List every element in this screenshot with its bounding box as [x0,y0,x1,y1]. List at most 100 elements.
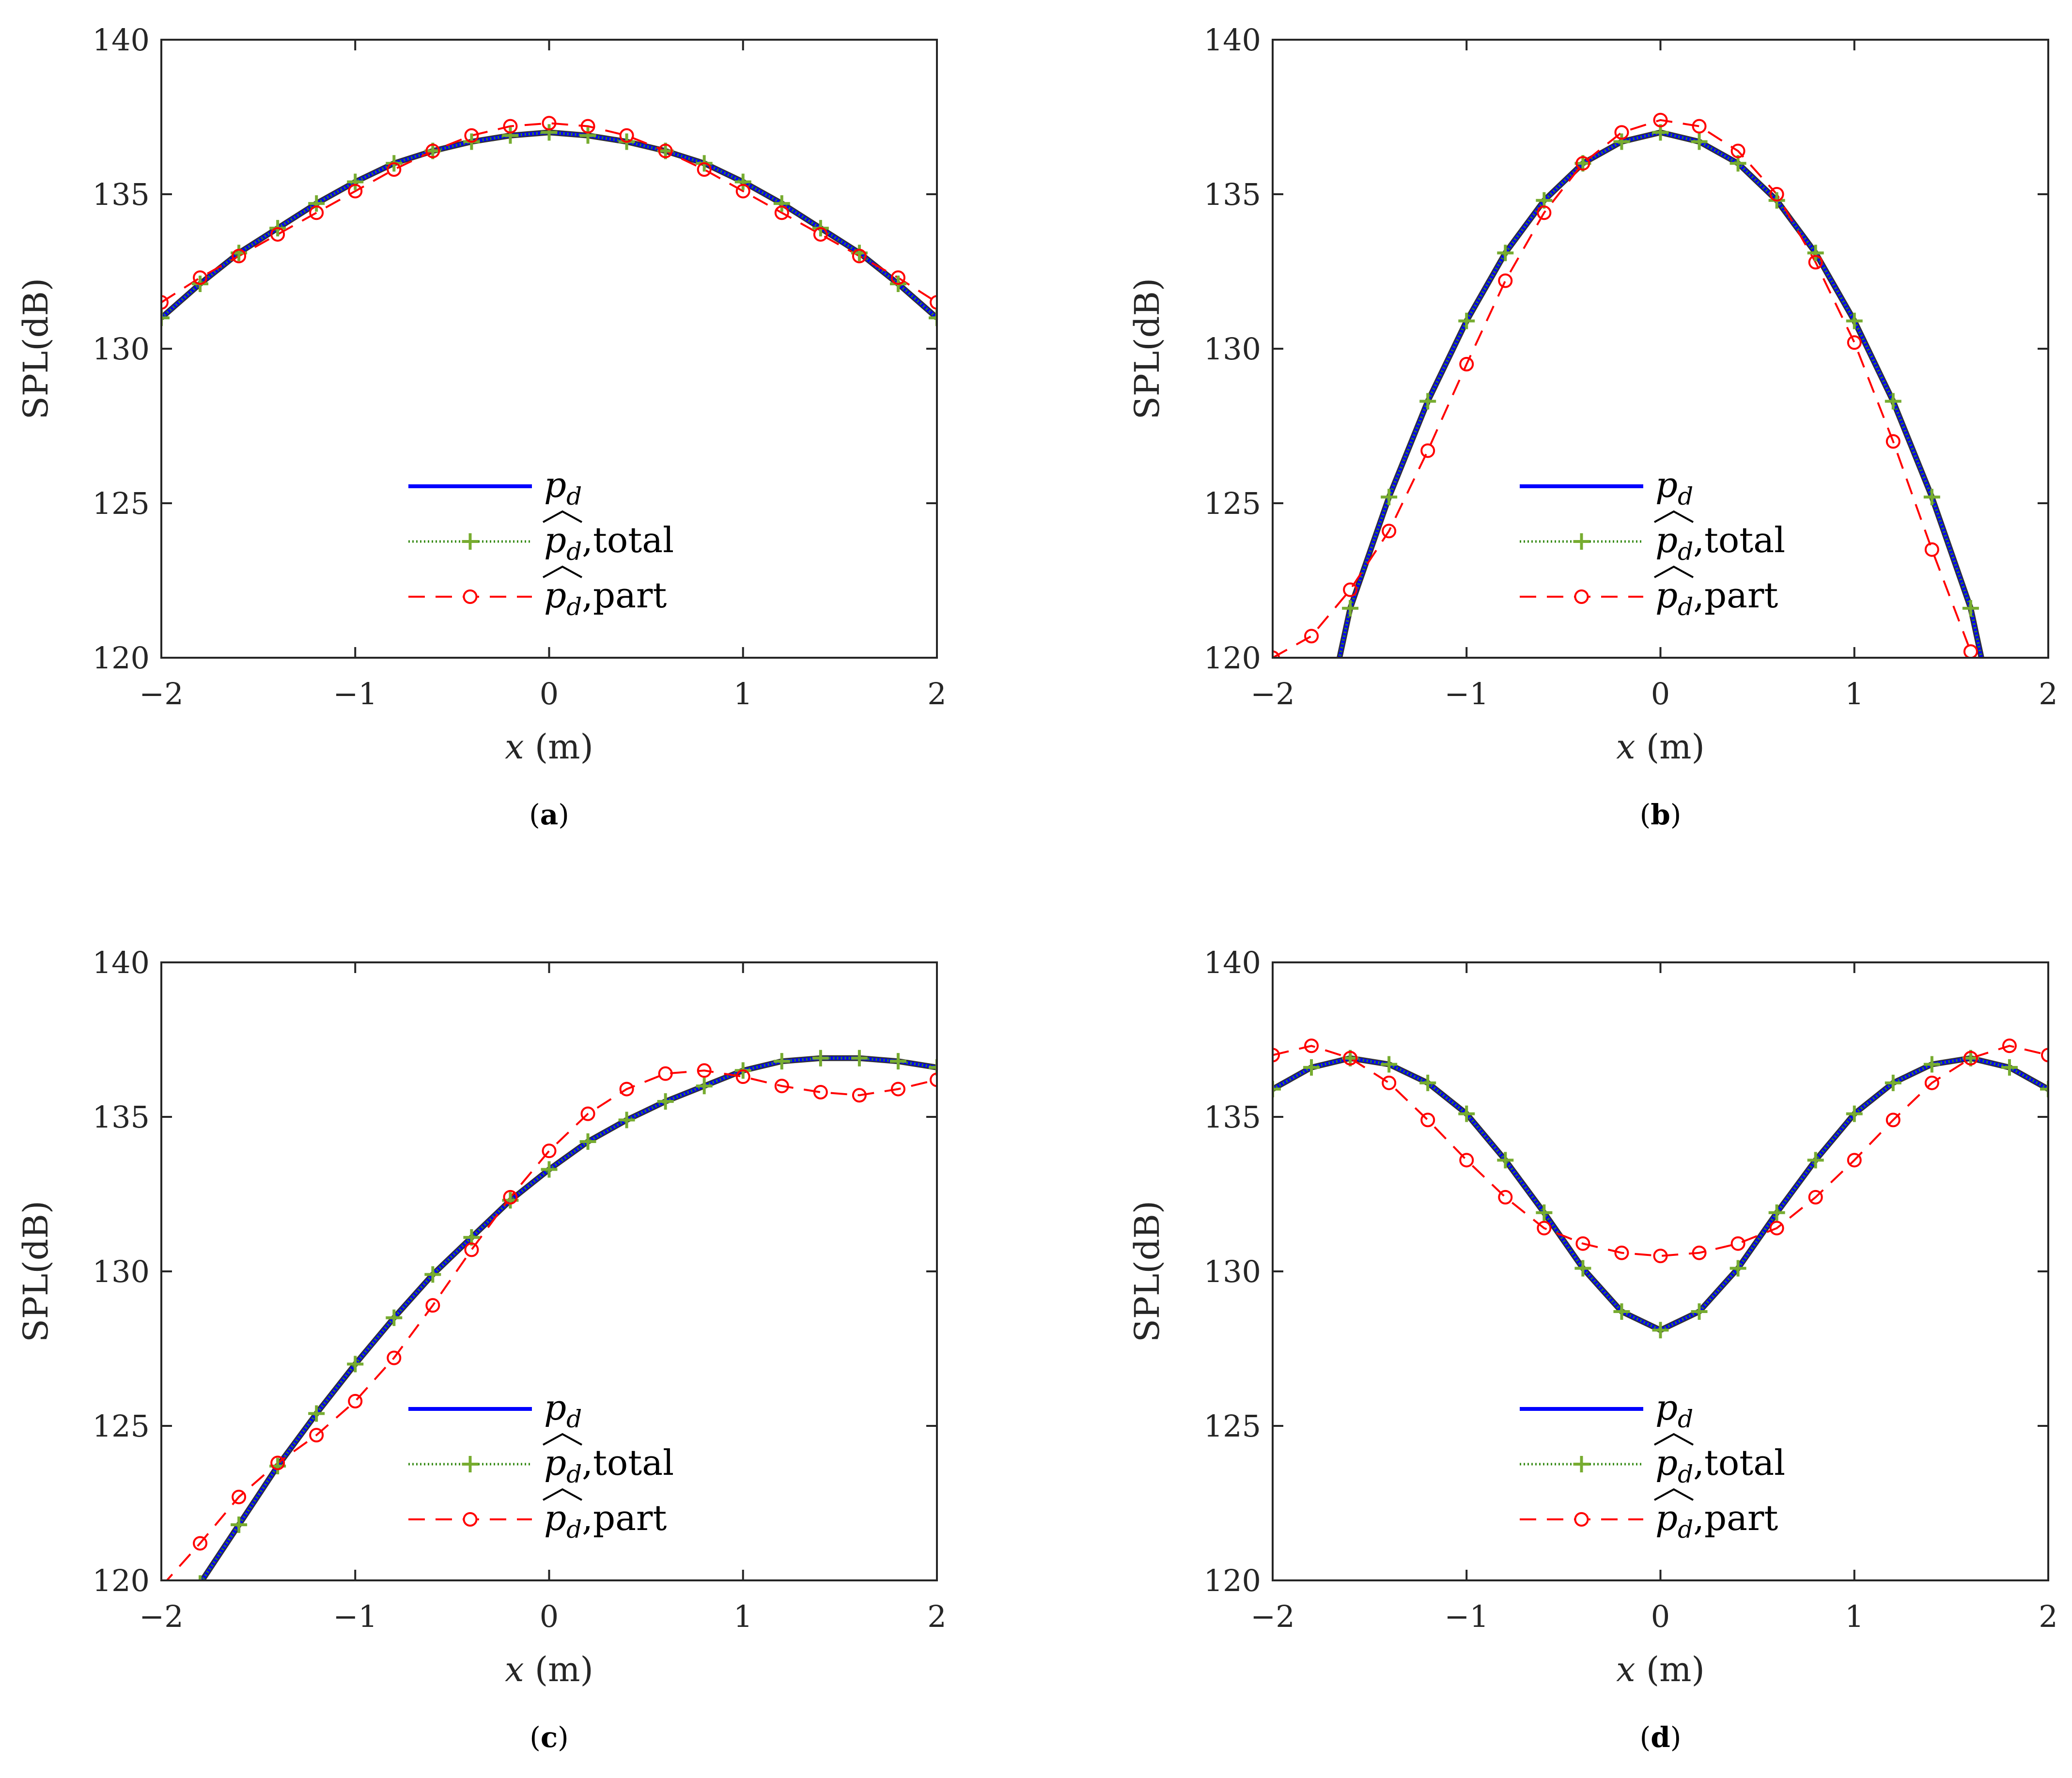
marker-part [309,1428,324,1443]
marker-part [1924,1075,1939,1090]
x-tick-label: −2 [1250,1599,1294,1634]
y-axis-label: SPL(dB) [16,1201,56,1342]
marker-part [1382,524,1397,539]
legend-label: pd,part [544,1498,667,1544]
marker-part [735,1069,750,1084]
y-tick-label: 120 [93,640,150,676]
y-tick-label: 125 [1204,486,1261,521]
marker-part [774,1079,789,1094]
y-axis-label: SPL(dB) [1127,1201,1167,1342]
legend-label: pd [1655,464,1693,510]
marker-part [1885,1113,1901,1128]
marker-part [658,143,673,158]
marker-part [1653,1249,1668,1264]
marker-part [1537,205,1552,220]
x-axis-label: x (m) [1616,727,1705,767]
marker-part [1537,1221,1552,1236]
marker-total [2001,779,2018,796]
marker-part [425,1298,440,1313]
marker-part [1382,1075,1397,1090]
x-tick-label: 2 [927,676,946,711]
marker-part [1614,125,1629,140]
y-tick-label: 130 [93,1254,150,1289]
plot-area [1273,962,2048,1580]
marker-total [1729,1260,1746,1277]
marker-total [618,1112,635,1129]
marker-part [580,1106,595,1121]
y-tick-label: 120 [1204,640,1261,676]
x-tick-label: −2 [1250,676,1294,711]
marker-total [541,124,558,141]
marker-part [2042,837,2055,850]
legend-label: pd,total [544,520,674,566]
marker-total [929,1059,937,1076]
marker-part [1692,119,1707,134]
marker-part [1963,1051,1978,1066]
marker-part [1847,335,1862,350]
marker-part [270,227,285,242]
y-tick-label: 140 [93,945,150,980]
x-tick-label: 2 [2039,1599,2057,1634]
marker-part [1692,1245,1707,1260]
marker-total [1923,1056,1940,1073]
marker-total [502,127,519,144]
panel-caption: (b) [1640,798,1682,831]
marker-total [579,127,596,144]
plot-area [161,962,937,1580]
marker-part [232,1489,247,1504]
x-tick-label: −2 [139,676,183,711]
marker-total [424,1266,441,1283]
marker-part [503,1190,518,1205]
marker-part [1459,1153,1474,1168]
x-tick-label: −1 [333,1599,377,1634]
x-tick-label: 2 [2039,676,2057,711]
y-axis-label: SPL(dB) [1127,278,1167,419]
marker-part [1847,1153,1862,1168]
marker-total [1613,1303,1630,1320]
legend-label: pd,part [544,575,667,621]
marker-part [348,184,363,199]
data-layer [161,1050,937,1580]
marker-total [541,1161,558,1178]
data-layer [1273,112,2055,850]
marker-part [1769,1221,1784,1236]
x-axis-label-unit: (m) [524,1650,593,1689]
marker-total [889,1053,906,1070]
marker-part [1730,143,1745,158]
marker-part [1614,1245,1629,1260]
marker-part [464,128,479,143]
y-axis-label: SPL(dB) [16,278,56,419]
marker-part [1808,255,1823,270]
marker-part [1304,1038,1319,1053]
plot-area [1273,40,2048,658]
legend-label: pd,total [1655,520,1785,566]
legend-hat [543,510,582,523]
plot-area [161,40,937,658]
x-axis-label: x (m) [505,727,593,767]
marker-part [852,1088,867,1103]
marker-total [1885,1074,1901,1091]
marker-total [812,1050,829,1067]
x-axis-label: x (m) [1616,1650,1705,1689]
marker-total [773,1053,790,1070]
x-tick-label: 0 [1651,676,1670,711]
marker-total [1691,1303,1708,1320]
marker-part [852,248,867,263]
y-tick-label: 125 [1204,1408,1261,1444]
marker-part [930,295,937,310]
marker-part [1885,434,1901,449]
legend-marker-part [1574,1512,1589,1527]
marker-part [735,184,750,199]
marker-total [1768,1204,1785,1221]
marker-part [1420,1113,1435,1128]
legend: pd pd,total pd,part [408,1387,674,1544]
y-tick-label: 130 [1204,1254,1261,1289]
marker-part [1653,112,1668,127]
legend-hat [1654,510,1694,523]
marker-part [387,1350,402,1365]
marker-total [1807,1152,1824,1169]
x-tick-label: 0 [540,1599,559,1634]
legend-hat [1654,565,1694,578]
